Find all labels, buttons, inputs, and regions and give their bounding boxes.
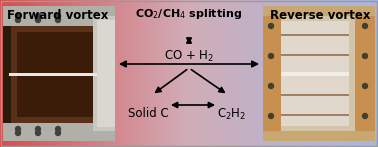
Bar bbox=[93, 16, 115, 131]
Circle shape bbox=[268, 83, 274, 88]
Bar bbox=[3, 123, 115, 141]
Bar bbox=[281, 74, 349, 76]
Bar bbox=[263, 16, 281, 131]
Text: Forward vortex: Forward vortex bbox=[7, 9, 109, 22]
Circle shape bbox=[15, 17, 20, 22]
Bar bbox=[281, 34, 349, 36]
Circle shape bbox=[15, 131, 20, 136]
Bar bbox=[281, 54, 349, 56]
Circle shape bbox=[268, 54, 274, 59]
Text: Solid C: Solid C bbox=[128, 107, 168, 120]
Circle shape bbox=[268, 113, 274, 118]
Bar bbox=[281, 21, 349, 126]
Circle shape bbox=[15, 127, 20, 132]
Bar bbox=[271, 16, 363, 131]
Bar bbox=[281, 94, 349, 96]
Bar bbox=[17, 32, 97, 117]
Circle shape bbox=[36, 127, 40, 132]
Text: CO$_2$/CH$_4$ splitting: CO$_2$/CH$_4$ splitting bbox=[135, 7, 243, 21]
Bar bbox=[97, 20, 115, 127]
Bar bbox=[281, 72, 349, 76]
Circle shape bbox=[36, 14, 40, 19]
Circle shape bbox=[56, 131, 60, 136]
Circle shape bbox=[36, 17, 40, 22]
Circle shape bbox=[363, 24, 367, 29]
Bar bbox=[355, 16, 375, 131]
Circle shape bbox=[56, 14, 60, 19]
Text: CO + H$_2$: CO + H$_2$ bbox=[164, 49, 214, 64]
Bar bbox=[3, 6, 115, 141]
Circle shape bbox=[363, 54, 367, 59]
Circle shape bbox=[36, 131, 40, 136]
Text: Reverse vortex: Reverse vortex bbox=[270, 9, 370, 22]
Circle shape bbox=[363, 83, 367, 88]
Bar bbox=[281, 114, 349, 116]
Circle shape bbox=[56, 17, 60, 22]
Bar bbox=[11, 26, 103, 123]
Bar bbox=[3, 6, 115, 26]
Circle shape bbox=[363, 113, 367, 118]
Circle shape bbox=[268, 24, 274, 29]
Circle shape bbox=[56, 127, 60, 132]
Circle shape bbox=[15, 14, 20, 19]
Text: C$_2$H$_2$: C$_2$H$_2$ bbox=[217, 107, 247, 122]
Bar bbox=[9, 73, 109, 76]
Bar bbox=[263, 6, 375, 141]
